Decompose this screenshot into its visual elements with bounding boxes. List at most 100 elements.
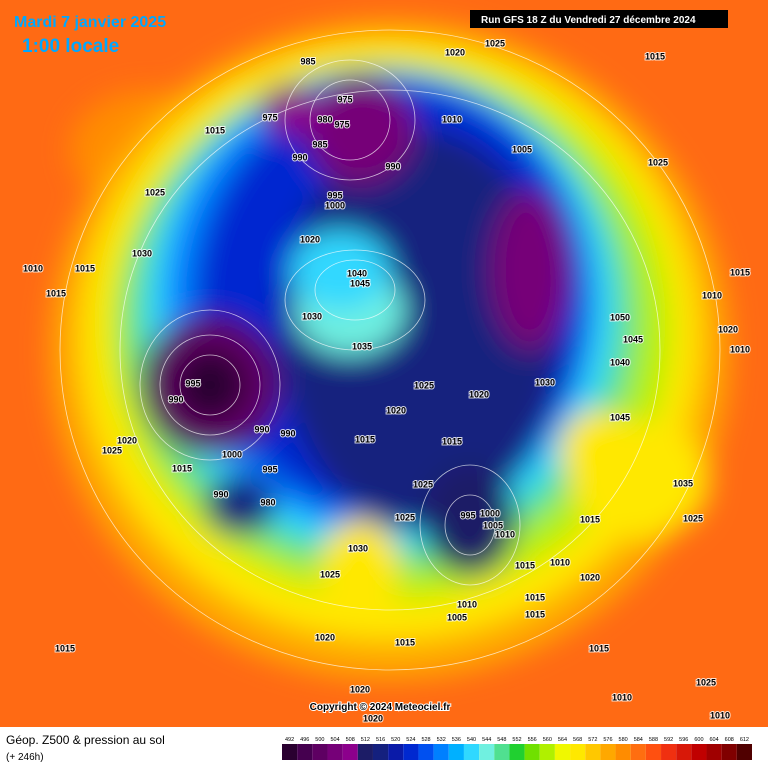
colorbar-label: 512 [361, 737, 370, 743]
colorbar-label: 604 [710, 737, 719, 743]
isobar-label: 1040 [347, 268, 367, 278]
colorbar-swatch [479, 744, 495, 760]
colorbar-label: 496 [300, 737, 309, 743]
isobar-label: 1015 [525, 592, 545, 602]
isobar-label: 1030 [348, 543, 368, 553]
colorbar-label: 544 [482, 737, 491, 743]
colorbar-label: 500 [315, 737, 324, 743]
isobar-label: 1015 [589, 643, 609, 653]
colorbar-swatch [554, 744, 571, 760]
isobar-label: 1025 [320, 569, 340, 579]
colorbar-label: 552 [512, 737, 521, 743]
isobar-label: 1025 [696, 677, 716, 687]
colorbar-swatch [524, 744, 540, 760]
isobar-label: 1010 [23, 263, 43, 273]
map-date: Mardi 7 janvier 2025 [14, 14, 166, 31]
isobar-label: 1015 [75, 263, 95, 273]
colorbar-swatch [539, 744, 555, 760]
colorbar-label: 564 [558, 737, 567, 743]
isobar-label: 1015 [525, 609, 545, 619]
colorbar-swatch [691, 744, 707, 760]
colorbar-swatch [357, 744, 373, 760]
isobar-label: 1015 [395, 637, 415, 647]
isobar-label: 1015 [55, 643, 75, 653]
colorbar-swatch [433, 744, 449, 760]
isobar-label: 1020 [350, 684, 370, 694]
isobar-label: 1025 [683, 513, 703, 523]
colorbar-label: 588 [649, 737, 658, 743]
isobar-label: 1015 [442, 436, 462, 446]
colorbar-label: 532 [437, 737, 446, 743]
colorbar-swatch [418, 744, 434, 760]
isobar-label: 1040 [610, 357, 630, 367]
colorbar-swatch [630, 744, 646, 760]
colorbar-swatch [706, 744, 722, 760]
isobar-label: 1035 [352, 341, 372, 351]
isobar-label: 1015 [515, 560, 535, 570]
colorbar-swatch [645, 744, 662, 760]
colorbar-swatch [509, 744, 525, 760]
isobar-label: 1015 [355, 434, 375, 444]
colorbar-label: 504 [330, 737, 339, 743]
isobar-label: 1015 [645, 51, 665, 61]
isobar-label: 990 [292, 152, 307, 162]
colorbar-swatch [494, 744, 510, 760]
isobar-label: 990 [213, 489, 228, 499]
colorbar-label: 612 [740, 737, 749, 743]
colorbar-label: 580 [619, 737, 628, 743]
colorbar-swatch [388, 744, 404, 760]
isobar-label: 1010 [550, 557, 570, 567]
colorbar-label: 560 [543, 737, 552, 743]
colorbar-label: 572 [588, 737, 597, 743]
colorbar-swatch [297, 744, 313, 760]
isobar-label: 1045 [610, 412, 630, 422]
isobar-label: 1015 [172, 463, 192, 473]
footer-subtitle: (+ 246h) [6, 752, 44, 763]
colorbar-swatch [372, 744, 389, 760]
isobar-label: 1010 [702, 290, 722, 300]
colorbar-label: 584 [634, 737, 643, 743]
run-box [470, 10, 728, 28]
isobar-label: 990 [280, 428, 295, 438]
isobar-label: 1010 [495, 529, 515, 539]
colorbar-label: 528 [421, 737, 430, 743]
isobar-label: 1000 [325, 200, 345, 210]
isobar-label: 1015 [205, 125, 225, 135]
colorbar-swatch [570, 744, 586, 760]
footer-title: Géop. Z500 & pression au sol [6, 733, 165, 747]
colorbar-swatch [585, 744, 601, 760]
colorbar-label: 540 [467, 737, 476, 743]
isobar-label: 1045 [350, 278, 370, 288]
colorbar-swatch [736, 744, 752, 760]
isobar-label: 1005 [512, 144, 532, 154]
colorbar-swatch [661, 744, 677, 760]
isobar-label: 975 [337, 94, 352, 104]
isobar-label: 1025 [395, 512, 415, 522]
isobar-label: 1000 [480, 508, 500, 518]
colorbar-label: 592 [664, 737, 673, 743]
isobar-label: 990 [168, 394, 183, 404]
isobar-label: 1020 [363, 713, 383, 723]
isobar-label: 1050 [610, 312, 630, 322]
isobar-label: 990 [385, 161, 400, 171]
isobar-label: 975 [262, 112, 277, 122]
isobar-label: 1015 [46, 288, 66, 298]
colorbar-swatch [327, 744, 343, 760]
colorbar-label: 536 [452, 737, 461, 743]
isobar-label: 980 [260, 497, 275, 507]
isobar-label: 1010 [612, 692, 632, 702]
colorbar-label: 600 [694, 737, 703, 743]
isobar-label: 1005 [447, 612, 467, 622]
colorbar-label: 568 [573, 737, 582, 743]
isobar-label: 1000 [222, 449, 242, 459]
colorbar-swatch [342, 744, 358, 760]
isobar-label: 995 [185, 378, 200, 388]
colorbar: 492 496 500 504 508 512 516 520 524 528 532 536 540 5… [282, 737, 752, 760]
isobar-label: 1045 [623, 334, 643, 344]
isobar-label: 1010 [730, 344, 750, 354]
map-field [0, 0, 768, 727]
colorbar-label: 516 [376, 737, 385, 743]
isobar-label: 990 [254, 424, 269, 434]
